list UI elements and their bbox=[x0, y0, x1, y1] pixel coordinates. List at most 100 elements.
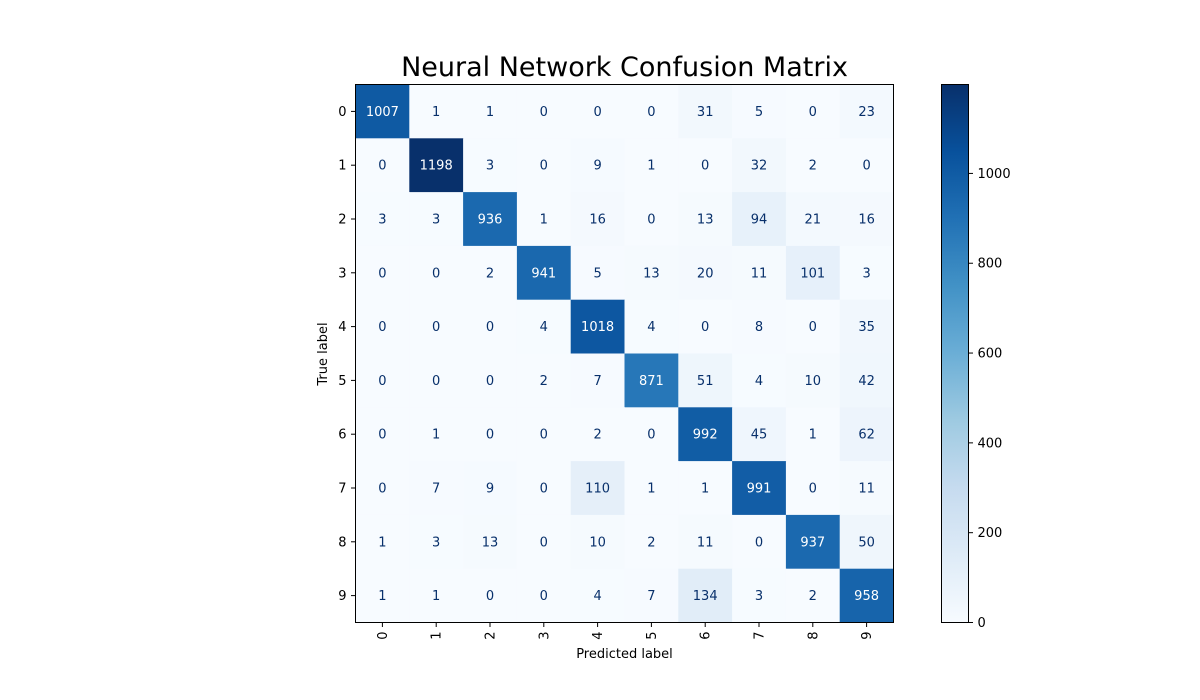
cell-value-label: 0 bbox=[647, 213, 655, 228]
cell-value-label: 9 bbox=[486, 482, 494, 497]
y-tick-label: 4 bbox=[338, 320, 346, 335]
heatmap-cell bbox=[355, 299, 410, 354]
heatmap-cell bbox=[785, 514, 841, 570]
heatmap-cell bbox=[732, 407, 787, 462]
cell-value-label: 32 bbox=[751, 159, 768, 174]
cell-value-label: 0 bbox=[378, 320, 386, 335]
heatmap-cell bbox=[355, 514, 410, 570]
heatmap-cell bbox=[678, 568, 733, 623]
heatmap-cell bbox=[409, 245, 464, 301]
cell-value-label: 0 bbox=[378, 428, 386, 443]
heatmap-cell bbox=[624, 245, 679, 301]
heatmap-cell bbox=[732, 461, 787, 516]
cell-value-label: 0 bbox=[809, 320, 817, 335]
heatmap-cell bbox=[570, 138, 625, 193]
heatmap-cell bbox=[732, 299, 787, 354]
heatmap-cell bbox=[839, 461, 894, 516]
heatmap-cell bbox=[678, 192, 733, 247]
cell-value-label: 2 bbox=[540, 374, 548, 389]
heatmap-cell bbox=[785, 568, 841, 623]
cell-value-label: 4 bbox=[540, 320, 548, 335]
heatmap-cell bbox=[678, 138, 733, 193]
colorbar-tick-label: 400 bbox=[978, 436, 1003, 451]
heatmap-cell bbox=[732, 245, 787, 301]
cell-value-label: 1 bbox=[701, 482, 709, 497]
heatmap-cell bbox=[732, 84, 787, 139]
heatmap-cell bbox=[355, 353, 410, 408]
x-tick-label: 5 bbox=[645, 632, 660, 640]
heatmap-cell bbox=[785, 299, 841, 354]
cell-value-label: 0 bbox=[647, 428, 655, 443]
cell-value-label: 0 bbox=[593, 105, 601, 120]
cell-value-label: 0 bbox=[432, 266, 440, 281]
y-tick-label: 9 bbox=[338, 589, 346, 604]
heatmap-cell bbox=[409, 461, 464, 516]
cell-value-label: 5 bbox=[755, 105, 763, 120]
cell-value-label: 11 bbox=[858, 482, 875, 497]
heatmap-cell bbox=[624, 568, 679, 623]
cell-value-label: 45 bbox=[751, 428, 768, 443]
cell-value-label: 0 bbox=[862, 159, 870, 174]
heatmap-cell bbox=[732, 138, 787, 193]
cell-value-label: 3 bbox=[862, 266, 870, 281]
y-tick-label: 6 bbox=[338, 428, 346, 443]
cell-value-label: 11 bbox=[697, 535, 714, 550]
heatmap-cell bbox=[624, 138, 679, 193]
cell-value-label: 0 bbox=[378, 266, 386, 281]
heatmap-cell bbox=[355, 245, 410, 301]
cell-value-label: 0 bbox=[701, 320, 709, 335]
cell-value-label: 1198 bbox=[420, 159, 453, 174]
heatmap-cell bbox=[732, 353, 787, 408]
cell-value-label: 3 bbox=[378, 213, 386, 228]
plot-frame bbox=[355, 84, 894, 623]
cell-value-label: 0 bbox=[540, 105, 548, 120]
heatmap-cell bbox=[785, 461, 841, 516]
heatmap-cell bbox=[516, 353, 572, 408]
cell-value-label: 51 bbox=[697, 374, 714, 389]
cell-value-label: 5 bbox=[593, 266, 601, 281]
cell-value-label: 21 bbox=[805, 213, 822, 228]
heatmap-cell bbox=[678, 407, 733, 462]
cell-value-label: 0 bbox=[432, 374, 440, 389]
cell-value-label: 0 bbox=[486, 428, 494, 443]
cell-value-label: 0 bbox=[378, 159, 386, 174]
cell-value-label: 4 bbox=[593, 589, 601, 604]
y-tick-label: 2 bbox=[338, 213, 346, 228]
heatmap-cell-labels: 1007 1 1 0 0 0 31 5 0 230 1198 3 0 9 1 0 32 2 03 3 936 1 16 0 13… bbox=[366, 105, 879, 604]
colorbar-tick-label: 1000 bbox=[978, 167, 1011, 182]
cell-value-label: 991 bbox=[747, 482, 772, 497]
heatmap-cell bbox=[516, 514, 572, 570]
heatmap-cell bbox=[839, 84, 894, 139]
x-tick-label: 9 bbox=[860, 632, 875, 640]
heatmap-cell bbox=[570, 245, 625, 301]
heatmap-cell bbox=[570, 568, 625, 623]
cell-value-label: 0 bbox=[647, 105, 655, 120]
cell-value-label: 992 bbox=[693, 428, 718, 443]
cell-value-label: 0 bbox=[809, 482, 817, 497]
cell-value-label: 7 bbox=[593, 374, 601, 389]
heatmap-cell bbox=[463, 568, 518, 623]
cell-value-label: 62 bbox=[858, 428, 875, 443]
cell-value-label: 0 bbox=[486, 374, 494, 389]
heatmap-cell bbox=[409, 84, 464, 139]
cell-value-label: 23 bbox=[858, 105, 875, 120]
heatmap-cell bbox=[463, 353, 518, 408]
heatmap-cell bbox=[355, 84, 410, 139]
heatmap-cell bbox=[463, 514, 518, 570]
heatmap-cell bbox=[678, 353, 733, 408]
heatmap-cell bbox=[624, 514, 679, 570]
x-tick-label: 0 bbox=[376, 632, 391, 640]
cell-value-label: 0 bbox=[432, 320, 440, 335]
cell-value-label: 2 bbox=[593, 428, 601, 443]
colorbar-tick-label: 200 bbox=[978, 526, 1003, 541]
heatmap-cell bbox=[678, 299, 733, 354]
cell-value-label: 0 bbox=[540, 159, 548, 174]
heatmap-cell bbox=[678, 245, 733, 301]
colorbar-tick-label: 0 bbox=[978, 616, 986, 631]
cell-value-label: 13 bbox=[697, 213, 714, 228]
heatmap-cell bbox=[624, 192, 679, 247]
heatmap-cell bbox=[463, 138, 518, 193]
heatmap-cell bbox=[570, 407, 625, 462]
cell-value-label: 0 bbox=[809, 105, 817, 120]
heatmap-cell bbox=[678, 461, 733, 516]
